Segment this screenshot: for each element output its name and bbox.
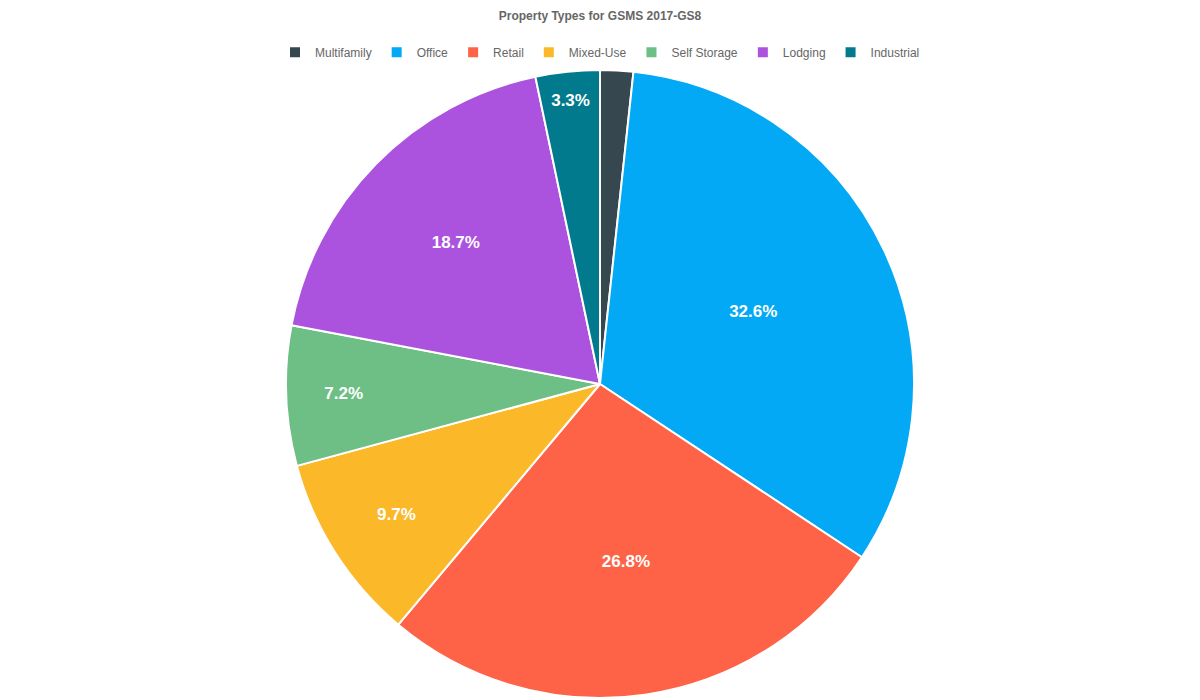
svg-text:9.7%: 9.7% [377, 505, 416, 524]
svg-text:Retail: Retail [493, 46, 524, 60]
svg-text:26.8%: 26.8% [602, 552, 650, 571]
svg-text:Industrial: Industrial [871, 46, 920, 60]
svg-text:Property Types for GSMS 2017-G: Property Types for GSMS 2017-GS8 [499, 9, 702, 23]
svg-text:Multifamily: Multifamily [315, 46, 372, 60]
svg-text:32.6%: 32.6% [729, 302, 777, 321]
svg-text:7.2%: 7.2% [324, 384, 363, 403]
svg-text:Lodging: Lodging [783, 46, 826, 60]
svg-text:18.7%: 18.7% [432, 233, 480, 252]
svg-text:Self Storage: Self Storage [671, 46, 737, 60]
svg-text:Mixed-Use: Mixed-Use [569, 46, 627, 60]
svg-text:Office: Office [417, 46, 448, 60]
svg-text:3.3%: 3.3% [551, 91, 590, 110]
